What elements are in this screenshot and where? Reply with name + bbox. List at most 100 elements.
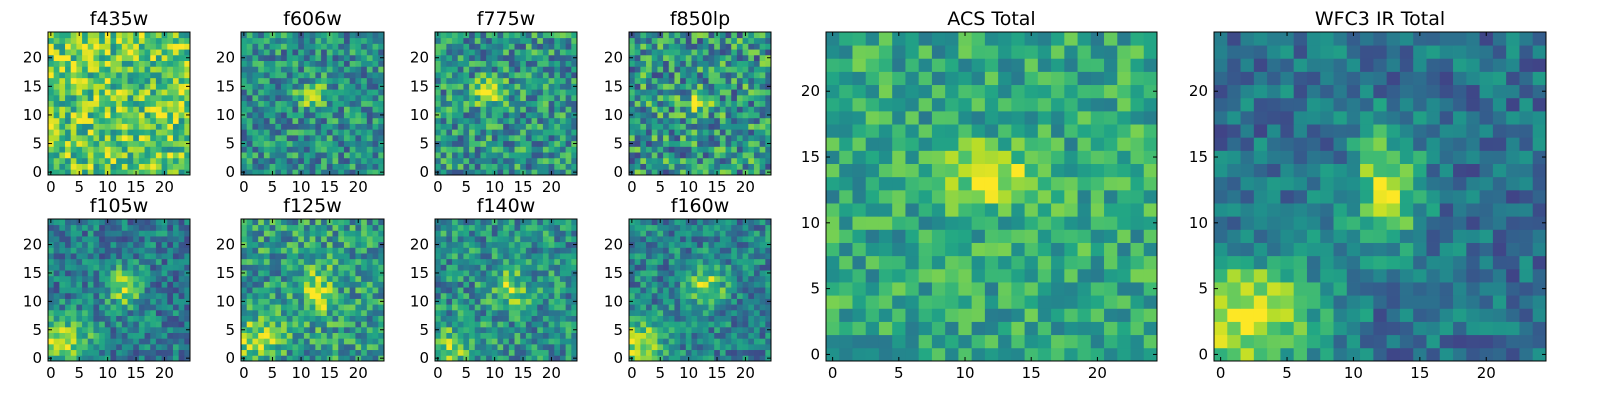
heatmap-cell	[65, 304, 72, 311]
heatmap-cell	[457, 32, 464, 39]
heatmap-cell	[332, 304, 339, 311]
heatmap-cell	[127, 169, 134, 176]
heatmap-cell	[361, 100, 368, 107]
heatmap-cell	[629, 304, 636, 311]
heatmap-cell	[372, 49, 379, 56]
heatmap-cell	[697, 89, 704, 96]
heatmap-cell	[680, 163, 687, 170]
heatmap-cell	[452, 304, 459, 311]
heatmap-cell	[172, 43, 180, 50]
heatmap-cell	[361, 140, 368, 147]
heatmap-cell	[542, 264, 549, 271]
heatmap-cell	[685, 54, 692, 61]
heatmap-cell	[361, 77, 368, 84]
heatmap-cell	[275, 129, 282, 136]
heatmap-cell	[691, 157, 698, 164]
heatmap-cell	[178, 309, 185, 316]
heatmap-cell	[133, 140, 140, 147]
heatmap-cell	[366, 146, 373, 153]
heatmap-cell	[172, 100, 180, 107]
heatmap-cell	[303, 241, 311, 248]
heatmap-cell	[759, 332, 766, 339]
heatmap-cell	[537, 134, 544, 142]
heatmap-cell	[167, 169, 174, 176]
heatmap-cell	[674, 83, 681, 90]
heatmap-cell	[480, 338, 487, 345]
heatmap-cell	[748, 66, 755, 73]
heatmap-cell	[309, 292, 316, 299]
heatmap-cell	[76, 224, 83, 231]
heatmap-cell	[133, 60, 140, 67]
heatmap-cell	[634, 112, 641, 119]
heatmap-cell	[59, 298, 66, 305]
heatmap-cell	[127, 49, 134, 56]
heatmap-cell	[303, 140, 311, 147]
heatmap-cell	[161, 281, 168, 288]
heatmap-cell	[565, 332, 572, 339]
heatmap-cell	[469, 117, 476, 124]
heatmap-cell	[87, 89, 94, 96]
heatmap-cell	[514, 343, 521, 351]
heatmap-cell	[646, 89, 653, 96]
x-tick-label: 10	[679, 178, 698, 196]
heatmap-cell	[326, 72, 333, 79]
heatmap-cell	[53, 100, 60, 107]
heatmap-cell	[127, 236, 134, 243]
heatmap-cell	[65, 83, 72, 90]
heatmap-cell	[303, 355, 311, 362]
heatmap-cell	[246, 117, 253, 124]
heatmap-cell	[150, 236, 157, 243]
heatmap-cell	[121, 241, 128, 248]
heatmap-cell	[742, 332, 749, 339]
heatmap-cell	[668, 60, 675, 67]
heatmap-cell	[719, 343, 726, 351]
heatmap-cell	[263, 241, 270, 248]
heatmap-cell	[355, 72, 362, 79]
heatmap-cell	[76, 321, 83, 328]
heatmap-cell	[76, 287, 83, 294]
heatmap-cell	[292, 140, 299, 147]
heatmap-cell	[82, 219, 89, 226]
heatmap-cell	[508, 253, 515, 260]
heatmap-cell	[361, 157, 368, 164]
heatmap-cell	[663, 326, 670, 333]
heatmap-cell	[508, 355, 515, 362]
heatmap-cell	[542, 219, 549, 226]
heatmap-cell	[554, 89, 561, 96]
heatmap-cell	[697, 117, 704, 124]
heatmap-cell	[65, 281, 72, 288]
heatmap-cell	[742, 129, 749, 136]
heatmap-cell	[525, 37, 532, 44]
heatmap-cell	[440, 321, 447, 328]
heatmap-cell	[559, 304, 567, 311]
heatmap-cell	[634, 43, 641, 50]
heatmap-cell	[759, 140, 766, 147]
heatmap-cell	[372, 338, 379, 345]
heatmap-cell	[742, 321, 749, 328]
heatmap-cell	[87, 112, 94, 119]
heatmap-cell	[503, 270, 510, 277]
heatmap-cell	[167, 264, 174, 271]
heatmap-cell	[446, 230, 453, 237]
heatmap-cell	[765, 152, 772, 159]
heatmap-cell	[343, 77, 351, 84]
heatmap-cell	[497, 129, 504, 136]
heatmap-cell	[321, 106, 328, 113]
heatmap-cell	[520, 134, 527, 142]
heatmap-cell	[702, 287, 709, 294]
heatmap-cell	[104, 54, 111, 61]
heatmap-cell	[99, 100, 106, 107]
heatmap-cell	[155, 100, 162, 107]
heatmap-cell	[110, 321, 117, 328]
axes-frame	[628, 31, 772, 176]
heatmap-cell	[663, 32, 670, 39]
heatmap-cell	[263, 134, 270, 142]
heatmap-cell	[531, 304, 538, 311]
heatmap-cell	[82, 49, 89, 56]
heatmap-cell	[275, 326, 282, 333]
heatmap-cell	[349, 298, 356, 305]
heatmap-cell	[503, 338, 510, 345]
heatmap-cell	[457, 315, 464, 322]
heatmap-cell	[714, 89, 721, 96]
heatmap-cell	[480, 343, 487, 351]
